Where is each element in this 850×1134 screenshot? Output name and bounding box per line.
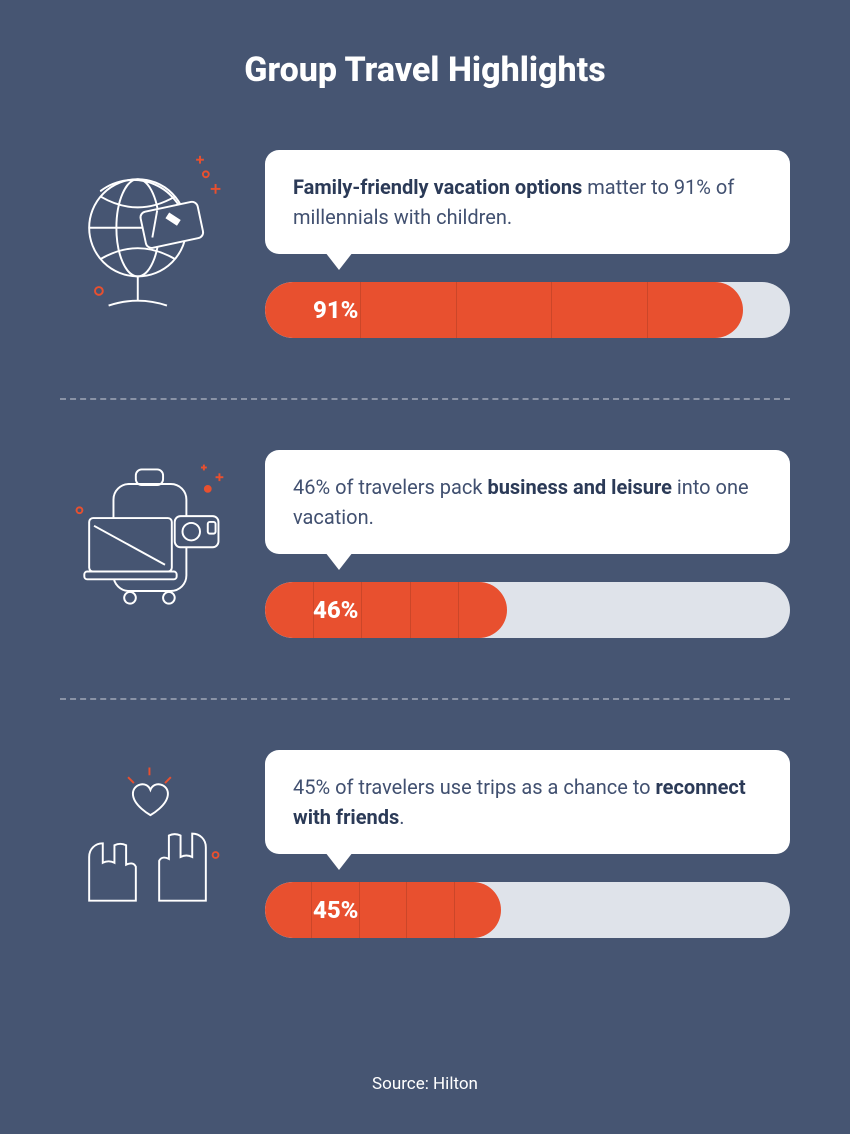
bubble-text-before: 45% of travelers use trips as a chance t… bbox=[293, 775, 656, 799]
stat-body: 46% of travelers pack business and leisu… bbox=[265, 450, 790, 638]
globe-ticket-icon bbox=[60, 150, 235, 325]
section-divider bbox=[60, 698, 790, 700]
infographic-canvas: Group Travel Highlights bbox=[0, 0, 850, 1134]
progress-bar-segments bbox=[265, 882, 501, 938]
bubble-text-bold: business and leisure bbox=[487, 475, 672, 499]
progress-bar-segments bbox=[265, 282, 743, 338]
stat-bubble: 45% of travelers use trips as a chance t… bbox=[265, 750, 790, 854]
stat-bubble: Family-friendly vacation options matter … bbox=[265, 150, 790, 254]
bubble-text-after: . bbox=[399, 805, 404, 829]
source-attribution: Source: Hilton bbox=[60, 1074, 790, 1104]
stat-body: 45% of travelers use trips as a chance t… bbox=[265, 750, 790, 938]
progress-bar-fill: 45% bbox=[265, 882, 501, 938]
bubble-text-bold: Family-friendly vacation options bbox=[293, 175, 582, 199]
stat-row: Family-friendly vacation options matter … bbox=[60, 150, 790, 338]
bubble-text-before: 46% of travelers pack bbox=[293, 475, 487, 499]
progress-bar-track: 45% bbox=[265, 882, 790, 938]
luggage-laptop-icon bbox=[60, 450, 235, 625]
stat-bubble: 46% of travelers pack business and leisu… bbox=[265, 450, 790, 554]
hands-heart-icon bbox=[60, 750, 235, 925]
progress-bar-fill: 91% bbox=[265, 282, 743, 338]
stat-body: Family-friendly vacation options matter … bbox=[265, 150, 790, 338]
progress-bar-fill: 46% bbox=[265, 582, 507, 638]
progress-bar-segments bbox=[265, 582, 507, 638]
stat-row: 45% of travelers use trips as a chance t… bbox=[60, 750, 790, 938]
section-divider bbox=[60, 398, 790, 400]
page-title: Group Travel Highlights bbox=[60, 50, 790, 90]
stat-row: 46% of travelers pack business and leisu… bbox=[60, 450, 790, 638]
progress-bar-track: 91% bbox=[265, 282, 790, 338]
progress-bar-track: 46% bbox=[265, 582, 790, 638]
